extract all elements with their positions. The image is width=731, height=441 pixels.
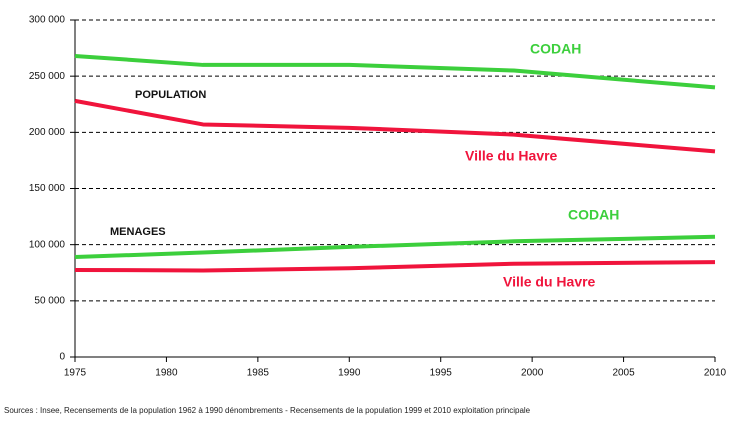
y-tick-label: 250 000 xyxy=(29,71,66,82)
series-label: CODAH xyxy=(530,41,581,57)
x-tick-label: 2010 xyxy=(704,368,727,379)
y-tick-label: 100 000 xyxy=(29,239,66,250)
x-tick-label: 1975 xyxy=(64,368,87,379)
series-label: CODAH xyxy=(568,207,619,223)
y-tick-label: 50 000 xyxy=(34,295,65,306)
series-line xyxy=(74,53,716,90)
x-tick-label: 1985 xyxy=(247,368,270,379)
series-line xyxy=(74,260,716,273)
x-tick-label: 1990 xyxy=(338,368,361,379)
series-line xyxy=(74,98,716,154)
y-tick-label: 0 xyxy=(59,352,65,363)
x-tick-label: 1995 xyxy=(430,368,453,379)
annotation: POPULATION xyxy=(135,89,206,101)
x-tick-label: 2005 xyxy=(612,368,635,379)
y-tick-label: 150 000 xyxy=(29,183,66,194)
series-line xyxy=(74,234,716,260)
x-tick-label: 1980 xyxy=(155,368,178,379)
series-label: Ville du Havre xyxy=(503,274,596,290)
chart: 0 50 000 100 000 150 000 200 000 250 000 300 0… xyxy=(29,15,727,379)
series-label: Ville du Havre xyxy=(465,148,558,164)
annotation: MENAGES xyxy=(110,226,166,238)
x-tick-label: 2000 xyxy=(521,368,544,379)
source-note: Sources : Insee, Recensements de la popu… xyxy=(4,406,531,415)
y-tick-label: 300 000 xyxy=(29,15,66,26)
y-tick-label: 200 000 xyxy=(29,127,66,138)
